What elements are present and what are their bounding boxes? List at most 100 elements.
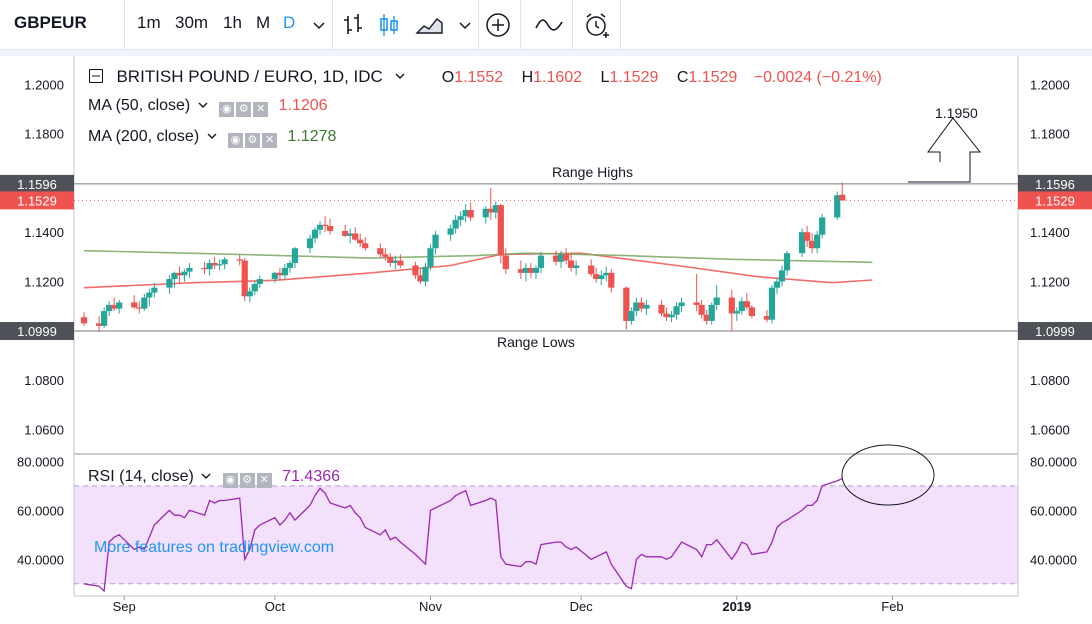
compare-plus-icon[interactable]: [481, 8, 515, 42]
candle: [839, 182, 846, 201]
time-tick-label: Oct: [265, 599, 286, 614]
candle-body: [221, 259, 228, 265]
minus-square-icon[interactable]: [88, 68, 104, 84]
chevron-down-icon[interactable]: [197, 99, 209, 111]
candle-body: [778, 270, 786, 282]
candle-body: [246, 291, 253, 297]
rsi-legend: RSI (14, close) ◉ ⚙ ✕ 71.4366: [88, 468, 340, 488]
candle: [377, 243, 384, 259]
close-icon[interactable]: ✕: [256, 473, 272, 488]
candle: [321, 216, 329, 233]
candle: [763, 309, 771, 323]
candle-body: [291, 248, 299, 264]
candle-body: [422, 266, 429, 282]
rsi-tick-left: 80.0000: [17, 454, 64, 469]
candle: [804, 226, 811, 247]
candle-body: [482, 208, 489, 218]
toolbar-divider: [478, 0, 479, 50]
rsi-value: 71.4366: [282, 468, 341, 485]
candle: [286, 260, 294, 273]
symbol-search[interactable]: GBPEUR: [14, 13, 87, 32]
candles-icon[interactable]: [372, 8, 406, 42]
interval-day[interactable]: D: [283, 13, 296, 32]
toolbar-divider: [124, 0, 125, 50]
eye-icon[interactable]: ◉: [228, 133, 244, 148]
eye-icon[interactable]: ◉: [219, 102, 235, 117]
close-icon[interactable]: ✕: [262, 133, 278, 148]
gear-icon[interactable]: ⚙: [239, 473, 255, 488]
candle-body: [487, 208, 494, 213]
candle: [246, 287, 253, 303]
rsi-tick-right: 80.0000: [1030, 454, 1077, 469]
candle-body: [181, 271, 188, 276]
candle-body: [557, 254, 565, 262]
price-tag-left: 1.0999: [0, 322, 74, 341]
candle-body: [698, 304, 705, 315]
candle: [623, 286, 630, 330]
candle-body: [668, 314, 675, 318]
candle: [809, 233, 816, 254]
candle-body: [763, 315, 771, 320]
candle-body: [276, 272, 283, 276]
price-tag-text: 1.1596: [17, 177, 57, 192]
eye-icon[interactable]: ◉: [222, 473, 238, 488]
candle: [96, 315, 103, 333]
candle-body: [256, 279, 263, 284]
candle: [743, 292, 750, 310]
candle-body: [417, 275, 424, 282]
toolbar-divider: [332, 0, 333, 50]
candle-body: [216, 264, 223, 266]
candle: [276, 267, 283, 281]
candle-body: [768, 287, 776, 320]
candle-body: [412, 265, 419, 276]
candle: [166, 275, 173, 294]
price-tag-text: 1.1529: [1035, 193, 1075, 208]
candle-body: [598, 275, 605, 280]
interval-1m[interactable]: 1m: [137, 13, 161, 32]
price-tick-right: 1.1800: [1030, 127, 1070, 142]
candle-body: [80, 317, 88, 324]
bar-chart-icon[interactable]: [336, 8, 370, 42]
chevron-down-icon[interactable]: [448, 8, 482, 42]
chevron-down-icon[interactable]: [200, 470, 212, 482]
chevron-down-icon[interactable]: [393, 69, 407, 83]
interval-30m[interactable]: 30m: [175, 13, 209, 32]
candle: [206, 259, 213, 276]
candle-body: [316, 224, 324, 230]
candle: [352, 227, 359, 241]
candle-body: [236, 259, 243, 261]
main-legend: BRITISH POUND / EURO, 1D, IDC O1.1552 H1…: [88, 67, 882, 87]
chart-area[interactable]: Range Highs Range Lows 1.2000 1.2000 1.1800…: [0, 56, 1092, 624]
candle-body: [708, 304, 715, 321]
close-icon[interactable]: ✕: [253, 102, 269, 117]
candle: [136, 301, 143, 314]
chevron-down-icon[interactable]: [206, 130, 218, 142]
gear-icon[interactable]: ⚙: [245, 133, 261, 148]
candle: [497, 203, 504, 264]
open-label: O: [441, 69, 455, 86]
interval-month[interactable]: M: [256, 13, 271, 32]
candle-body: [251, 283, 258, 292]
candle-body: [713, 297, 720, 305]
chevron-down-icon[interactable]: [302, 8, 336, 42]
interval-1h[interactable]: 1h: [223, 13, 242, 32]
ma200-value: 1.1278: [287, 128, 337, 145]
price-tag-bg: [1018, 174, 1092, 193]
candle-body: [537, 255, 545, 268]
candle: [658, 299, 665, 316]
range-highs-label: Range Highs: [552, 164, 633, 180]
ma200-legend: MA (200, close) ◉ ⚙ ✕ 1.1278: [88, 128, 336, 148]
indicators-icon[interactable]: [532, 8, 566, 42]
candle: [783, 250, 791, 276]
candle: [447, 224, 454, 241]
watermark-link[interactable]: More features on tradingview.com: [94, 539, 335, 556]
candle-body: [241, 260, 248, 297]
price-tick-right: 1.1200: [1030, 274, 1070, 289]
alert-clock-icon[interactable]: [580, 8, 614, 42]
candle-body: [608, 272, 615, 288]
candle: [638, 297, 645, 313]
area-chart-icon[interactable]: [412, 8, 446, 42]
candle: [106, 301, 113, 316]
gear-icon[interactable]: ⚙: [236, 102, 252, 117]
candle-body: [804, 232, 811, 241]
